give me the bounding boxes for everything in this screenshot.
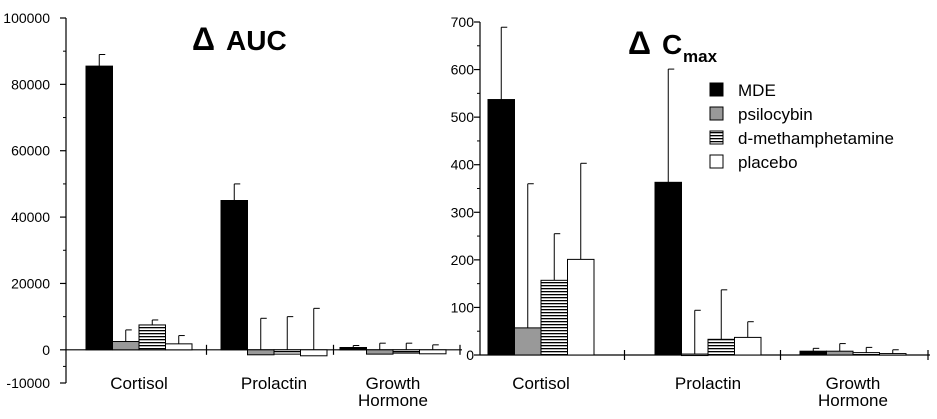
- bar-d-methamphetamine: [138, 324, 166, 351]
- y-tick-label: 700: [451, 14, 475, 30]
- y-tick-label: 400: [451, 157, 475, 173]
- x-category-label: Hormone: [358, 391, 428, 410]
- chart-title: C: [662, 29, 682, 60]
- delta-symbol: Δ: [192, 21, 215, 57]
- x-category-label: Prolactin: [675, 374, 741, 393]
- y-tick-label: 600: [451, 62, 475, 78]
- bar-mde: [85, 65, 113, 351]
- x-category-label: Growth: [826, 374, 881, 393]
- cmax-panel: 0 100 200 300 400 500 600 700 Cortisol Prolactin G…: [451, 14, 930, 410]
- bar-d-methamphetamine: [273, 349, 301, 355]
- bar-mde: [220, 200, 248, 351]
- bar-d-methamphetamine: [707, 338, 735, 356]
- y-tick-label: 40000: [11, 209, 50, 225]
- bar-mde: [654, 181, 682, 356]
- y-tick-label: 100000: [3, 10, 50, 26]
- y-tick-label: 0: [466, 347, 474, 363]
- legend-swatch-psilocybin: [709, 106, 724, 121]
- bar-d-methamphetamine: [392, 349, 420, 354]
- x-category-label: Growth: [366, 374, 421, 393]
- bar-d-methamphetamine: [852, 352, 880, 356]
- y-tick-label: -10000: [6, 375, 50, 391]
- bar-placebo: [165, 343, 193, 351]
- x-category-label: Hormone: [818, 391, 888, 410]
- bar-placebo: [734, 336, 762, 356]
- y-tick-label: 0: [42, 342, 50, 358]
- bar-placebo: [300, 349, 328, 357]
- bar-placebo: [879, 353, 907, 356]
- bar-psilocybin: [681, 353, 709, 357]
- bar-mde: [799, 350, 827, 356]
- chart-title: AUC: [226, 25, 287, 56]
- bar-psilocybin: [112, 341, 140, 351]
- bar-placebo: [567, 258, 595, 356]
- bar-psilocybin: [514, 327, 542, 356]
- legend-label: d-methamphetamine: [738, 129, 894, 148]
- bar-d-methamphetamine: [540, 279, 568, 356]
- bar-psilocybin: [366, 349, 394, 355]
- auc-panel: -10000 0 20000 40000 60000 80000 100000 Cortiso…: [3, 10, 462, 410]
- legend: MDE psilocybin d-methamphetamine placebo: [709, 81, 894, 172]
- chart-title-subscript: max: [683, 47, 718, 66]
- legend-swatch-d-methamphetamine: [709, 130, 724, 145]
- x-category-label: Cortisol: [512, 374, 570, 393]
- y-tick-label: 500: [451, 109, 475, 125]
- y-tick-label: 200: [451, 252, 475, 268]
- bar-placebo: [419, 349, 447, 355]
- y-tick-label: 100: [451, 299, 475, 315]
- y-tick-label: 60000: [11, 143, 50, 159]
- legend-label: MDE: [738, 81, 776, 100]
- legend-swatch-placebo: [709, 154, 724, 169]
- bar-psilocybin: [247, 349, 275, 356]
- x-category-label: Cortisol: [110, 374, 168, 393]
- legend-swatch-mde: [709, 82, 724, 97]
- bar-mde: [487, 99, 515, 356]
- x-category-label: Prolactin: [241, 374, 307, 393]
- legend-label: placebo: [738, 153, 798, 172]
- legend-label: psilocybin: [738, 105, 813, 124]
- bar-mde: [339, 346, 367, 351]
- delta-symbol: Δ: [628, 25, 651, 61]
- y-tick-label: 300: [451, 204, 475, 220]
- bar-psilocybin: [826, 350, 854, 356]
- y-tick-label: 80000: [11, 76, 50, 92]
- y-tick-label: 20000: [11, 275, 50, 291]
